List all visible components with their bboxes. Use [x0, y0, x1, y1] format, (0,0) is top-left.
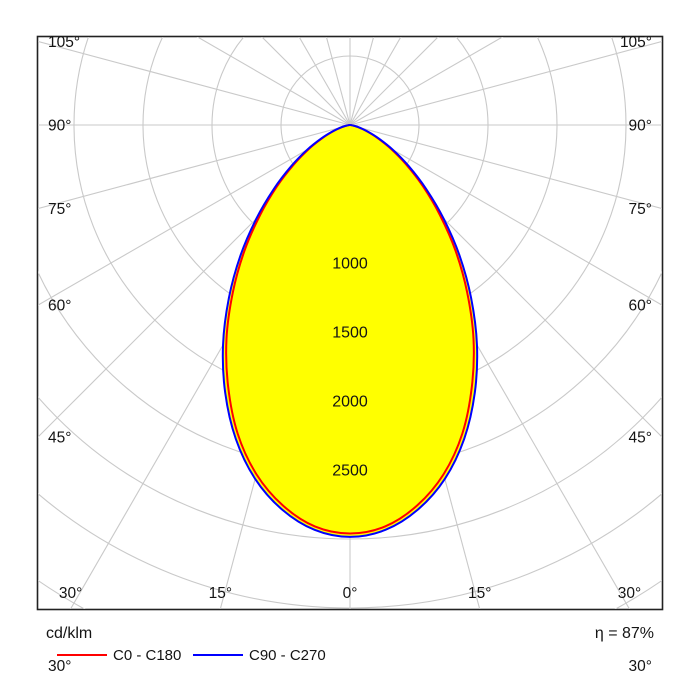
angle-label-left-30: 30° [48, 658, 71, 675]
radial-tick-1000: 1000 [332, 256, 368, 273]
radial-tick-1500: 1500 [332, 325, 368, 342]
angle-label-right-45: 45° [629, 430, 652, 447]
angle-label-left-60: 60° [48, 298, 71, 315]
angle-label-left-45: 45° [48, 430, 71, 447]
luminous-intensity-fill [222, 124, 478, 537]
legend-label-c0-c180: C0 - C180 [113, 647, 181, 664]
angle-label-right-90: 90° [629, 118, 652, 135]
curve-c90-c270 [221, 123, 479, 538]
radial-tick-2500: 2500 [332, 463, 368, 480]
angle-label-right-75: 75° [629, 201, 652, 218]
angle-label-left-105: 105° [48, 34, 80, 51]
angle-label-left-75: 75° [48, 201, 71, 218]
angle-label-bottom-0: 30° [59, 585, 82, 602]
angle-label-bottom-1: 15° [209, 585, 232, 602]
radial-tick-halo: 2500 [332, 463, 368, 480]
efficiency-label: η = 87% [595, 625, 654, 642]
angle-label-bottom-3: 15° [468, 585, 491, 602]
radial-tick-halo: 2000 [332, 394, 368, 411]
angle-label-bottom-4: 30° [618, 585, 641, 602]
legend-unit-label: cd/klm [46, 625, 92, 642]
angle-label-right-30: 30° [629, 658, 652, 675]
angle-label-left-90: 90° [48, 118, 71, 135]
radial-tick-halo: 1000 [332, 256, 368, 273]
angle-label-right-60: 60° [629, 298, 652, 315]
angular-tick-labels: 105° 90° 75° 60° 45° 30° 105° 90° 75° 60° 45° 30° 30… [48, 34, 652, 675]
angle-label-bottom-2: 0° [343, 585, 358, 602]
angle-label-right-105: 105° [620, 34, 652, 51]
legend-label-c90-c270: C90 - C270 [249, 647, 326, 664]
legend: cd/klm C0 - C180 C90 - C270 η = 87% [46, 625, 654, 664]
intensity-curves [221, 123, 479, 538]
radial-tick-2000: 2000 [332, 394, 368, 411]
radial-tick-halo: 1500 [332, 325, 368, 342]
